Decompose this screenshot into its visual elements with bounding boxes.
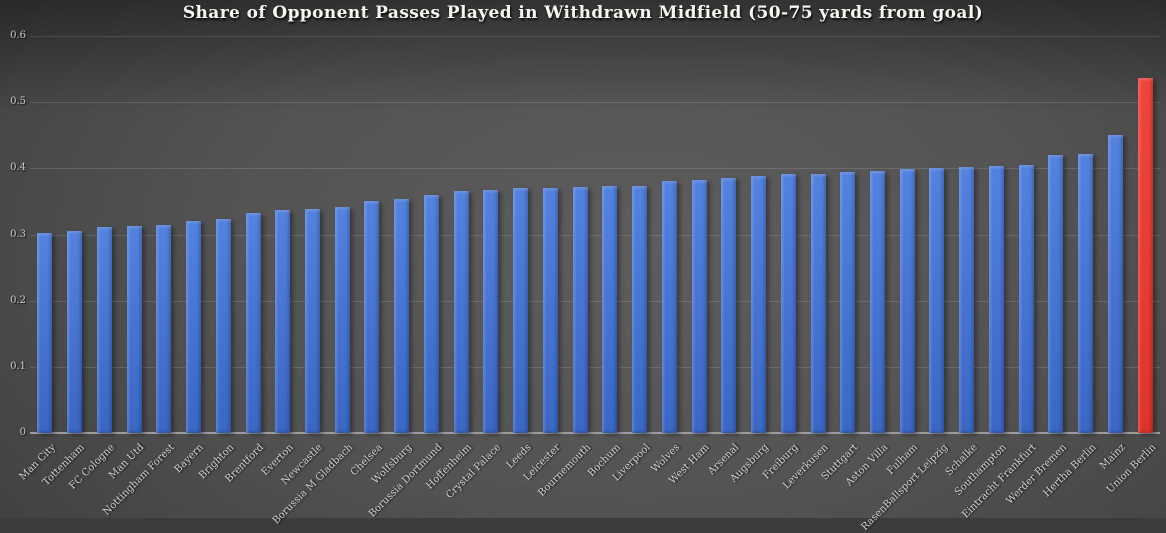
bar xyxy=(186,220,202,433)
x-axis-label: Crystal Palace xyxy=(444,442,504,502)
bar xyxy=(364,201,380,433)
gridline xyxy=(30,102,1160,104)
bar xyxy=(215,218,231,433)
y-axis-tick-label: 0.6 xyxy=(10,30,26,41)
gridline xyxy=(30,300,1160,302)
bar xyxy=(988,165,1004,433)
bar xyxy=(929,168,945,433)
y-axis-tick-label: 0.1 xyxy=(10,360,26,372)
y-axis-tick-label: 0.4 xyxy=(10,162,26,174)
bar xyxy=(1048,155,1064,433)
bar xyxy=(870,170,885,433)
bar xyxy=(275,210,291,433)
bar xyxy=(334,206,350,433)
bar-highlighted xyxy=(1137,77,1153,433)
gridline xyxy=(30,36,1160,37)
bar xyxy=(810,173,826,433)
bar xyxy=(572,186,588,433)
bar xyxy=(96,227,112,433)
bar xyxy=(632,185,648,433)
y-axis-tick-label: 0.5 xyxy=(10,96,26,108)
gridline xyxy=(30,366,1160,368)
bar xyxy=(483,189,499,433)
bar xyxy=(542,188,558,433)
y-axis-tick-label: 0.3 xyxy=(10,228,26,240)
y-axis-tick-label: 0 xyxy=(19,427,26,438)
bar xyxy=(423,195,439,433)
chart-title: Share of Opponent Passes Played in Withd… xyxy=(182,3,984,23)
bar xyxy=(305,208,320,433)
bar xyxy=(691,180,707,433)
x-axis-baseline xyxy=(30,432,1160,434)
bar xyxy=(602,186,618,433)
bar xyxy=(394,199,410,433)
bar xyxy=(721,178,737,433)
bar xyxy=(156,224,172,433)
bar xyxy=(661,180,677,433)
gridline xyxy=(30,234,1160,236)
bar xyxy=(780,174,796,433)
bar xyxy=(1018,165,1034,433)
bar xyxy=(899,168,915,433)
bar xyxy=(453,190,469,433)
gridline xyxy=(30,168,1160,170)
bar xyxy=(126,225,142,433)
x-axis-label: Bournemouth xyxy=(536,442,593,499)
bar xyxy=(245,212,261,433)
bar xyxy=(67,230,83,433)
bar xyxy=(37,233,53,433)
bar xyxy=(751,175,767,433)
bar xyxy=(1078,154,1094,433)
x-axis-label: Hertha Berlin xyxy=(1041,442,1099,500)
y-axis-tick-label: 0.2 xyxy=(10,294,26,306)
bar xyxy=(959,167,975,433)
bar xyxy=(840,172,856,433)
bar xyxy=(1107,135,1123,433)
bar xyxy=(513,188,529,433)
